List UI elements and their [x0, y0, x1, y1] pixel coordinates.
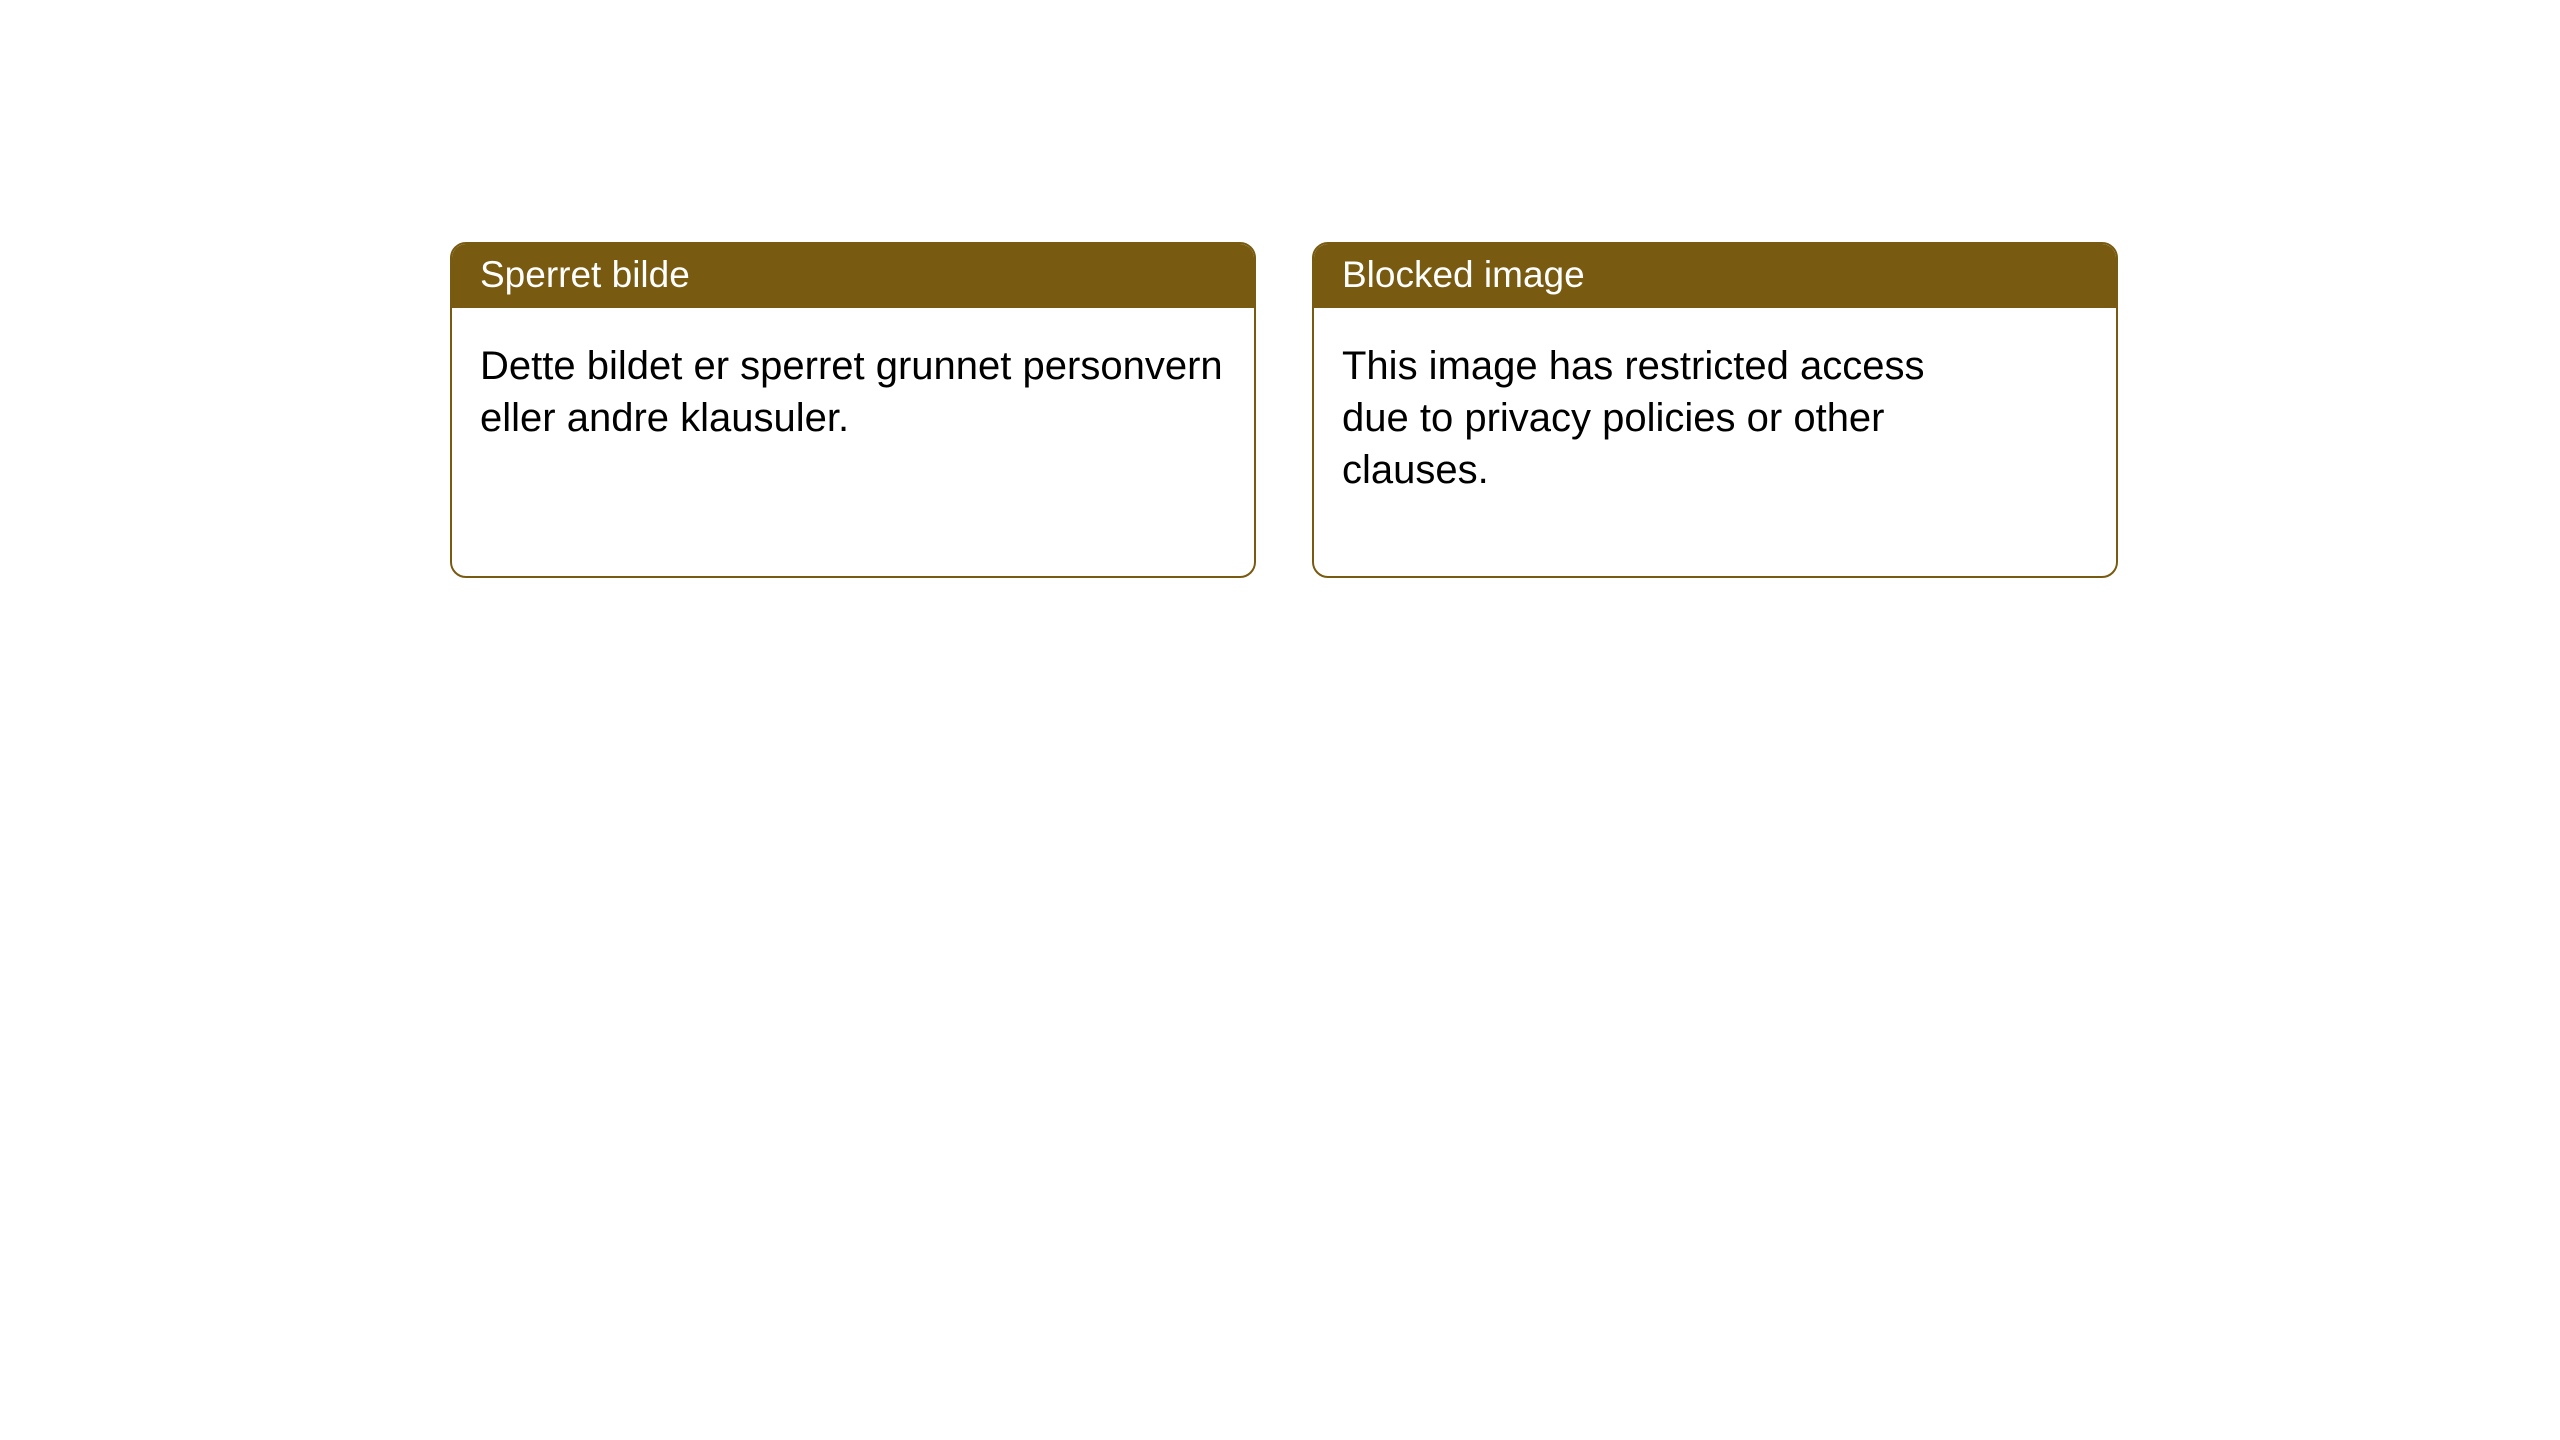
- notice-card-title: Sperret bilde: [452, 244, 1254, 308]
- notice-card-body: This image has restricted access due to …: [1314, 308, 1974, 528]
- notice-container: Sperret bilde Dette bildet er sperret gr…: [0, 0, 2560, 578]
- notice-card-norwegian: Sperret bilde Dette bildet er sperret gr…: [450, 242, 1256, 578]
- notice-card-english: Blocked image This image has restricted …: [1312, 242, 2118, 578]
- notice-card-title: Blocked image: [1314, 244, 2116, 308]
- notice-card-body: Dette bildet er sperret grunnet personve…: [452, 308, 1254, 476]
